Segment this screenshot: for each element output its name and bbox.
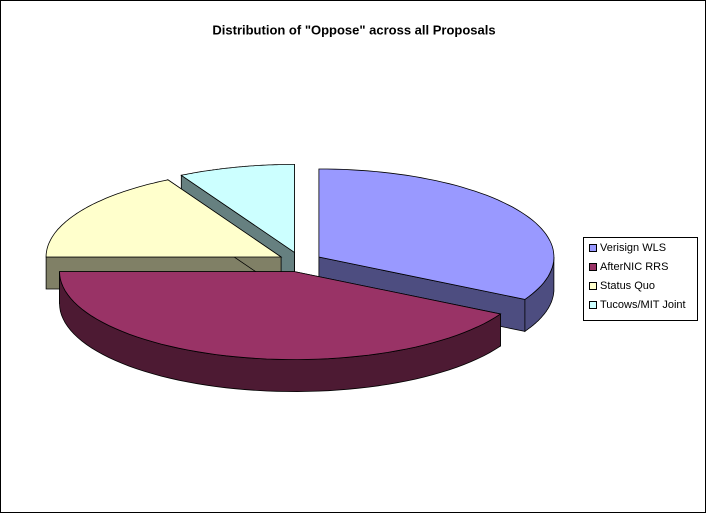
legend-swatch xyxy=(589,282,597,290)
legend-label: Status Quo xyxy=(600,280,655,292)
slice xyxy=(180,163,295,254)
slice xyxy=(45,179,283,258)
pie xyxy=(45,163,555,393)
legend-label: AfterNIC RRS xyxy=(600,261,668,273)
legend xyxy=(583,237,698,321)
chart-title: Distribution of "Oppose" across all Prop… xyxy=(212,22,495,37)
legend-swatch xyxy=(589,301,597,309)
legend-label: Tucows/MIT Joint xyxy=(600,299,686,311)
legend-swatch xyxy=(589,244,597,252)
legend-label: Verisign WLS xyxy=(600,242,666,254)
slice xyxy=(59,271,502,361)
slice xyxy=(318,168,555,300)
legend-items: Verisign WLS AfterNIC RRS Status Quo Tucows… xyxy=(589,242,686,311)
legend-swatch xyxy=(589,263,597,271)
